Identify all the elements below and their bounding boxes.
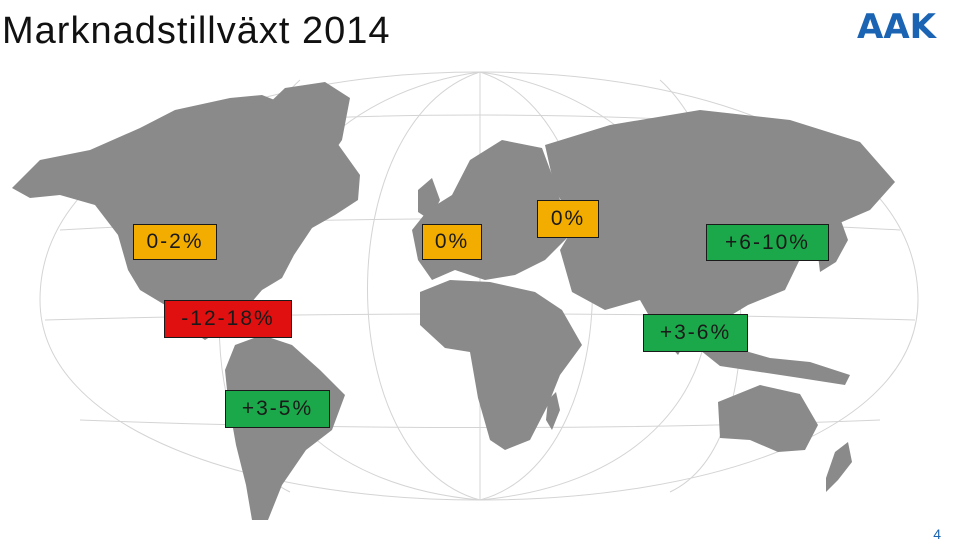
aak-logo-text: AAK <box>857 7 938 46</box>
growth-label-mexico: -12-18% <box>181 307 275 330</box>
growth-badge-mexico: -12-18% <box>164 300 292 338</box>
growth-badge-russia: 0% <box>537 200 599 238</box>
growth-badge-north-america: 0-2% <box>133 224 217 260</box>
growth-badge-south-america: +3-5% <box>225 390 330 428</box>
growth-badge-southeast-asia: +3-6% <box>643 314 748 352</box>
growth-label-southeast-asia: +3-6% <box>659 321 732 344</box>
growth-badge-china: +6-10% <box>706 224 829 261</box>
page-title: Marknadstillväxt 2014 <box>2 10 391 52</box>
uk-landmass <box>418 178 440 220</box>
new-zealand-landmass <box>826 442 852 492</box>
australia-landmass <box>718 385 818 452</box>
north-america-landmass <box>12 95 360 340</box>
growth-label-china: +6-10% <box>725 230 810 254</box>
growth-label-north-america: 0-2% <box>146 230 204 253</box>
growth-label-south-america: +3-5% <box>241 397 314 420</box>
greenland-landmass <box>262 82 350 172</box>
growth-badge-western-europe: 0% <box>422 224 482 260</box>
madagascar-landmass <box>546 392 560 430</box>
aak-logo: AAK <box>857 7 938 46</box>
indonesia-landmass <box>700 348 850 385</box>
page-number: 4 <box>933 526 941 542</box>
growth-label-russia: 0% <box>550 207 586 230</box>
africa-landmass <box>420 280 582 450</box>
continents <box>12 82 895 520</box>
growth-label-western-europe: 0% <box>434 230 470 253</box>
